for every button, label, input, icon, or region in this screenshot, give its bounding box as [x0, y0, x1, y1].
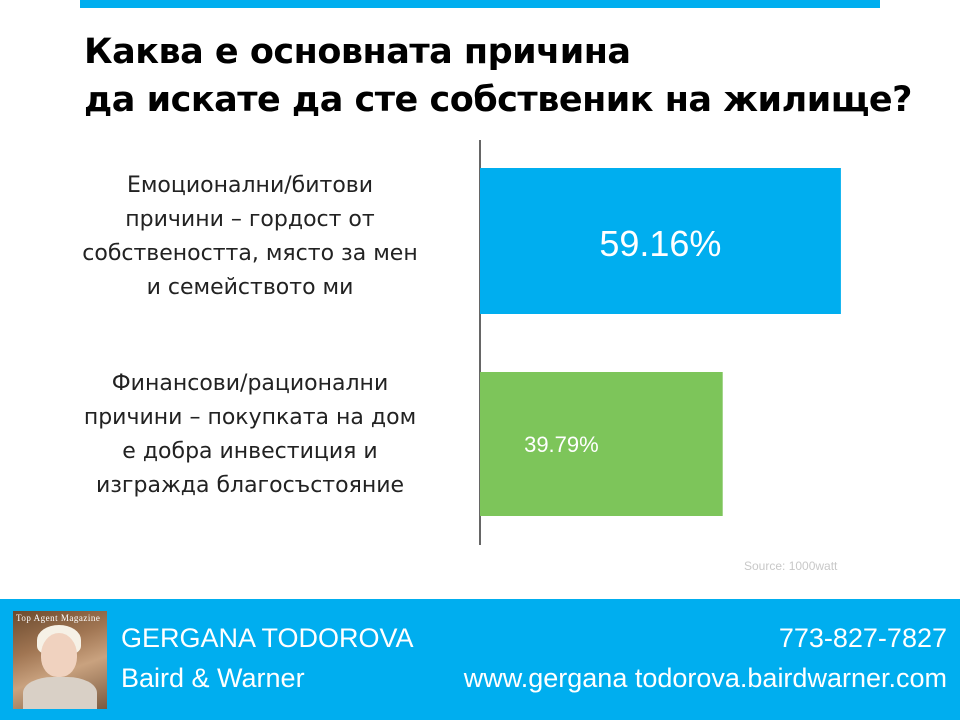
- agent-company: Baird & Warner: [121, 663, 305, 693]
- slide-title: Каква е основната причина да искате да с…: [84, 28, 944, 124]
- category-label-emotional: Емоционални/битови причини – гордост от …: [82, 173, 417, 300]
- category-label-line: изгражда благосъстояние: [96, 473, 404, 498]
- bar-financial: [480, 372, 723, 516]
- photo-magazine-logo: Top Agent Magazine: [16, 613, 101, 623]
- title-line-1: Каква е основната причина: [84, 32, 631, 72]
- category-label-line: причини – покупката на дом: [84, 405, 416, 430]
- footer-bar: Top Agent Magazine GERGANA TODOROVA Bair…: [0, 599, 960, 720]
- agent-name: GERGANA TODOROVA: [121, 623, 414, 653]
- source-note: Source: 1000watt: [744, 559, 838, 573]
- bar-chart: 59.16% 39.79% Емоционални/битови причини…: [82, 140, 841, 545]
- top-accent-bar: [80, 0, 880, 8]
- category-label-line: Емоционални/битови: [127, 173, 373, 198]
- bar-financial-value-label: 39.79%: [524, 432, 599, 457]
- category-label-line: Финансови/рационални: [112, 371, 389, 396]
- category-label-line: и семейството ми: [147, 275, 354, 300]
- category-label-financial: Финансови/рационални причини – покупката…: [84, 371, 416, 498]
- agent-website-link[interactable]: www.gergana todorova.bairdwarner.com: [463, 663, 947, 693]
- photo-shoulders-shape: [23, 677, 97, 709]
- category-label-line: собствеността, място за мен: [82, 241, 417, 266]
- photo-face-shape: [41, 633, 77, 677]
- title-line-2: да искате да сте собственик на жилище?: [84, 80, 912, 120]
- bar-emotional-value-label: 59.16%: [599, 223, 721, 264]
- agent-phone[interactable]: 773-827-7827: [778, 623, 947, 653]
- agent-photo: Top Agent Magazine: [13, 611, 107, 709]
- category-label-line: причини – гордост от: [125, 207, 375, 232]
- bar-emotional: [480, 168, 841, 314]
- category-label-line: е добра инвестиция и: [122, 439, 377, 464]
